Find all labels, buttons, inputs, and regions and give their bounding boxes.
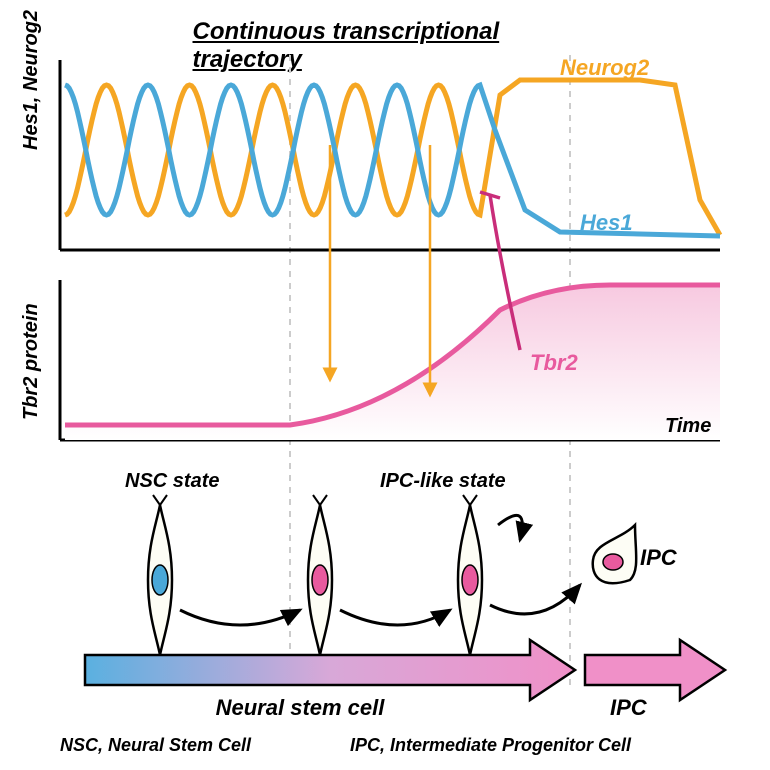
ipc-cell-label: IPC [640, 545, 677, 571]
legend-ipc: IPC, Intermediate Progenitor Cell [350, 735, 631, 756]
legend-nsc: NSC, Neural Stem Cell [60, 735, 251, 756]
transition-arrow-1 [180, 610, 300, 625]
ipc-arrow-label: IPC [610, 695, 647, 721]
time-label: Time [665, 415, 711, 438]
chart2-ylabel: Tbr2 protein [20, 303, 43, 420]
ipc-cell [593, 525, 637, 583]
diagram-svg [0, 0, 770, 770]
tbr2-fill [65, 285, 720, 440]
ipc-like-cell [458, 495, 482, 655]
hes1-label: Hes1 [580, 210, 633, 236]
self-loop-arrow [498, 515, 522, 540]
ipc-state-label: IPC-like state [380, 470, 506, 493]
nsc-cell-2 [308, 495, 332, 655]
nsc-state-label: NSC state [125, 470, 219, 493]
tbr2-label: Tbr2 [530, 350, 578, 376]
nsc-arrow-label: Neural stem cell [190, 695, 410, 721]
transition-arrow-3 [490, 585, 580, 614]
nsc-cell-1 [148, 495, 172, 655]
neurog2-label: Neurog2 [560, 55, 649, 81]
chart1-ylabel: Hes1, Neurog2 [20, 10, 43, 150]
transition-arrow-2 [340, 610, 450, 625]
gradient-arrow-ipc [585, 640, 725, 700]
